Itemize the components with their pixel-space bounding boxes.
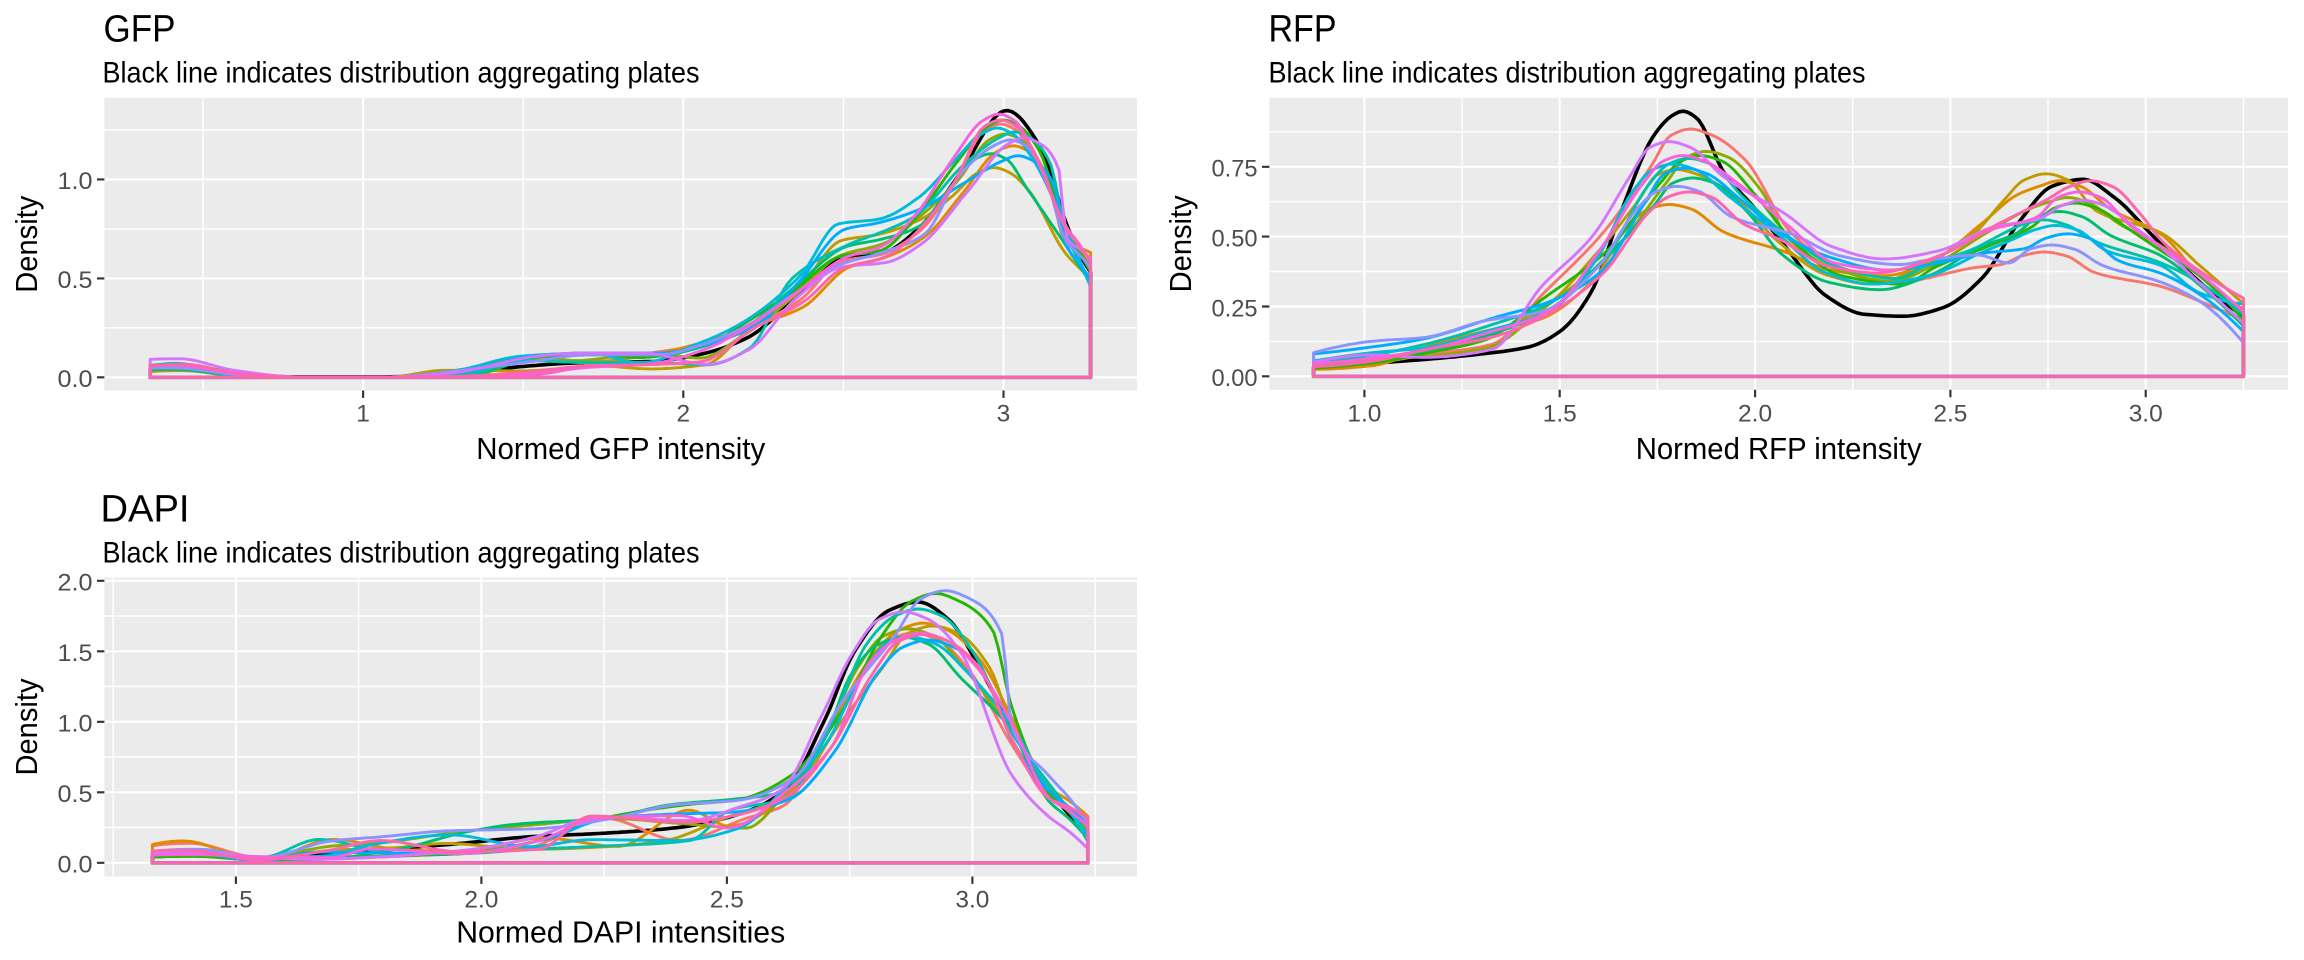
svg-text:0.5: 0.5 [58, 267, 93, 294]
svg-text:DAPI: DAPI [101, 489, 190, 531]
svg-text:Density: Density [10, 678, 44, 776]
svg-text:3.0: 3.0 [955, 887, 989, 914]
svg-text:2.5: 2.5 [710, 887, 744, 914]
svg-text:Normed DAPI intensities: Normed DAPI intensities [456, 916, 785, 950]
svg-text:Normed RFP intensity: Normed RFP intensity [1636, 432, 1923, 466]
svg-text:Density: Density [10, 195, 44, 293]
svg-text:0.75: 0.75 [1212, 156, 1258, 183]
svg-text:1.0: 1.0 [1347, 401, 1381, 428]
svg-text:3.0: 3.0 [2129, 401, 2163, 428]
svg-text:RFP: RFP [1269, 9, 1337, 51]
svg-text:0.25: 0.25 [1212, 295, 1258, 322]
svg-text:1.5: 1.5 [1543, 401, 1577, 428]
svg-text:Normed GFP intensity: Normed GFP intensity [476, 432, 766, 466]
svg-text:1.5: 1.5 [219, 887, 253, 914]
svg-text:2.0: 2.0 [58, 570, 93, 597]
svg-text:0.5: 0.5 [58, 781, 93, 808]
svg-text:0.0: 0.0 [58, 852, 93, 879]
svg-text:0.0: 0.0 [58, 366, 93, 393]
svg-text:0.50: 0.50 [1212, 225, 1258, 252]
svg-text:Black line indicates distribut: Black line indicates distribution aggreg… [1269, 56, 1866, 89]
svg-text:Black line indicates distribut: Black line indicates distribution aggreg… [103, 56, 700, 89]
svg-text:GFP: GFP [104, 9, 176, 51]
svg-text:2.0: 2.0 [464, 887, 498, 914]
svg-text:2.0: 2.0 [1738, 401, 1772, 428]
svg-text:1.0: 1.0 [58, 711, 93, 738]
svg-text:1.5: 1.5 [58, 640, 93, 667]
svg-text:2: 2 [676, 401, 690, 428]
svg-text:Black line indicates distribut: Black line indicates distribution aggreg… [103, 536, 700, 569]
svg-text:Density: Density [1164, 195, 1198, 293]
svg-text:1.0: 1.0 [58, 168, 93, 195]
svg-text:1: 1 [356, 401, 370, 428]
svg-text:3: 3 [997, 401, 1011, 428]
svg-text:2.5: 2.5 [1933, 401, 1967, 428]
svg-text:0.00: 0.00 [1212, 365, 1258, 392]
